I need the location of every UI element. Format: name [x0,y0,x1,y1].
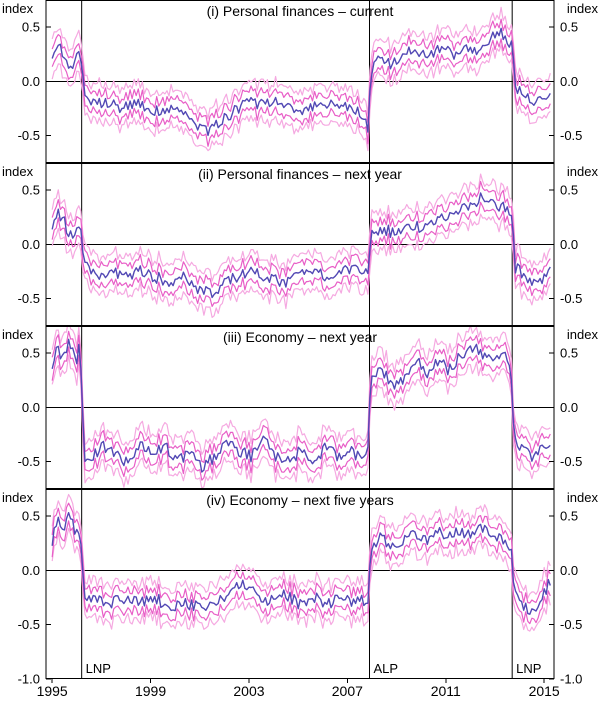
y-tick-label-left: -0.5 [18,291,40,306]
outer-band-lower [51,44,551,152]
center-line [51,512,551,615]
inner-band-upper [51,330,551,463]
y-tick-label-left: 0.5 [22,183,40,198]
y-tick-label-right: -0.5 [560,291,582,306]
y-axis-unit-left: index [2,164,34,179]
y-tick-label-right: -0.5 [560,454,582,469]
y-tick-label-right: 0.0 [560,563,578,578]
y-axis-unit-left: index [2,490,34,505]
inner-band-lower [51,346,551,481]
y-tick-label-left: -0.5 [18,454,40,469]
y-tick-label-right: 0.0 [560,400,578,415]
y-tick-label-right: -0.5 [560,617,582,632]
panel-personal-finances-next-year: index index (ii) Personal finances – nex… [0,163,600,326]
x-tick-label: 1999 [134,683,167,699]
panel-frame [45,0,555,163]
y-axis-unit-right: index [566,164,598,179]
y-tick-label-right: 0.5 [560,183,578,198]
y-tick-label-left: 0.0 [22,400,40,415]
x-tick-label: 2011 [430,683,461,699]
series-group [51,493,551,632]
y-tick-label-left: 0.0 [22,237,40,252]
outer-band-upper [51,6,551,120]
x-axis: 1995 1999 2003 2007 2011 2015 [0,679,600,701]
outer-band-lower [51,213,551,318]
y-tick-label-right: 0.5 [560,20,578,35]
series-group [51,326,551,489]
center-line [51,192,551,299]
panel-plot-3: 0.5 0.5 0.0 0.0 -0.5 -0.5 [18,326,582,489]
x-tick-label: 2003 [233,683,265,699]
inner-band-upper [51,180,551,288]
outer-band-lower [51,354,551,489]
inner-band-lower [51,520,551,625]
panel-plot-1: 0.5 0.5 0.0 0.0 -0.5 -0.5 [18,0,582,163]
x-tick-label: 1995 [36,683,68,699]
inner-band-upper [51,502,551,604]
panel-plot-2: 0.5 0.5 0.0 0.0 -0.5 -0.5 [18,163,582,326]
y-tick-label-left: -1.0 [18,671,40,686]
y-tick-label-right: -1.0 [560,671,582,686]
y-tick-label-right: 0.0 [560,74,578,89]
panel-frame [45,489,555,679]
panel-plot-4: 0.5 0.5 0.0 0.0 -0.5 -0.5 -1.0 -1.0 LNP ALP LNP [18,489,582,686]
y-axis-unit-left: index [2,327,34,342]
y-tick-label-right: 0.5 [560,346,578,361]
y-axis-unit-right: index [566,490,598,505]
outer-band-upper [51,173,551,282]
y-tick-label-left: 0.0 [22,74,40,89]
panel-frame [45,326,555,489]
y-axis-unit-right: index [566,1,598,16]
panel-personal-finances-current: index index (i) Personal finances – curr… [0,0,600,163]
y-tick-label-right: -0.5 [560,128,582,143]
inner-band-upper [51,18,551,127]
outer-band-upper [51,326,551,455]
y-axis-unit-right: index [566,327,598,342]
inner-band-lower [51,201,551,307]
y-tick-label-left: 0.5 [22,509,40,524]
center-line [51,338,551,473]
x-tick-label: 2007 [331,683,363,699]
y-tick-label-right: 0.5 [560,509,578,524]
series-group [51,6,551,152]
outer-band-upper [51,493,551,599]
panel-economy-next-five-years: index index (iv) Economy – next five yea… [0,489,600,686]
center-line [51,27,551,137]
outer-band-lower [51,527,551,632]
election-label: LNP [516,661,541,676]
election-label: LNP [86,661,111,676]
y-tick-label-left: -0.5 [18,128,40,143]
election-label: ALP [373,661,398,676]
y-tick-label-left: -0.5 [18,617,40,632]
y-tick-label-left: 0.5 [22,346,40,361]
inner-band-lower [51,38,551,147]
x-tick-label: 2015 [528,683,560,699]
y-axis-unit-left: index [2,1,34,16]
y-tick-label-left: 0.5 [22,20,40,35]
series-group [51,173,551,318]
y-tick-label-right: 0.0 [560,237,578,252]
y-tick-label-left: 0.0 [22,563,40,578]
panel-economy-next-year: index index (iii) Economy – next year 0.… [0,326,600,489]
panel-frame [45,163,555,326]
